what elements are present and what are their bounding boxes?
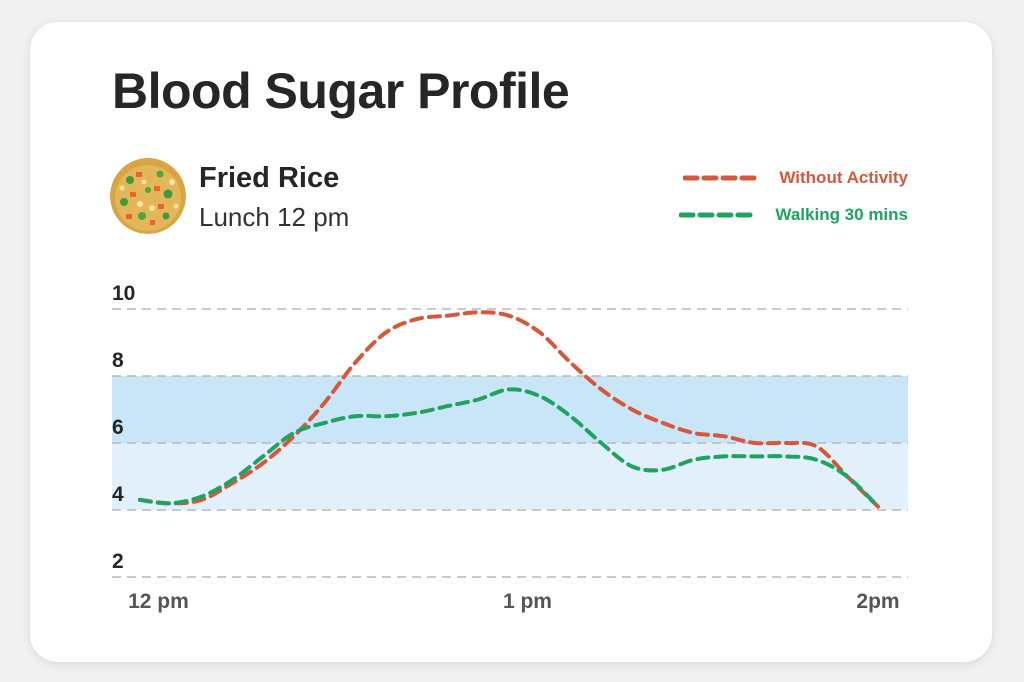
series-without-activity-line [138,310,880,509]
x-tick-label: 2pm [856,590,899,613]
legend-label-without-activity: Without Activity [779,168,908,187]
food-name: Fried Rice [199,162,340,194]
x-tick-label: 1 pm [503,590,552,613]
legend-swatch-without-activity [683,175,758,180]
target-band-1 [112,443,908,510]
legend-label-walking: Walking 30 mins [775,205,908,224]
fried-rice-image [110,158,186,234]
page-title: Blood Sugar Profile [112,63,570,119]
y-tick-label: 8 [112,349,124,372]
y-tick-label: 4 [112,483,124,506]
chart-card [30,22,992,662]
y-tick-label: 2 [112,550,124,573]
target-band-0 [112,376,908,443]
y-tick-label: 6 [112,416,124,439]
x-tick-label: 12 pm [128,590,189,613]
y-tick-label: 10 [112,282,135,305]
food-photo [110,158,186,234]
legend-item-walking: Walking 30 mins [679,206,908,223]
legend-swatch-walking [679,212,754,217]
legend-item-without-activity: Without Activity [683,169,908,186]
meal-time: Lunch 12 pm [199,202,350,232]
series-walking-line [138,387,880,509]
